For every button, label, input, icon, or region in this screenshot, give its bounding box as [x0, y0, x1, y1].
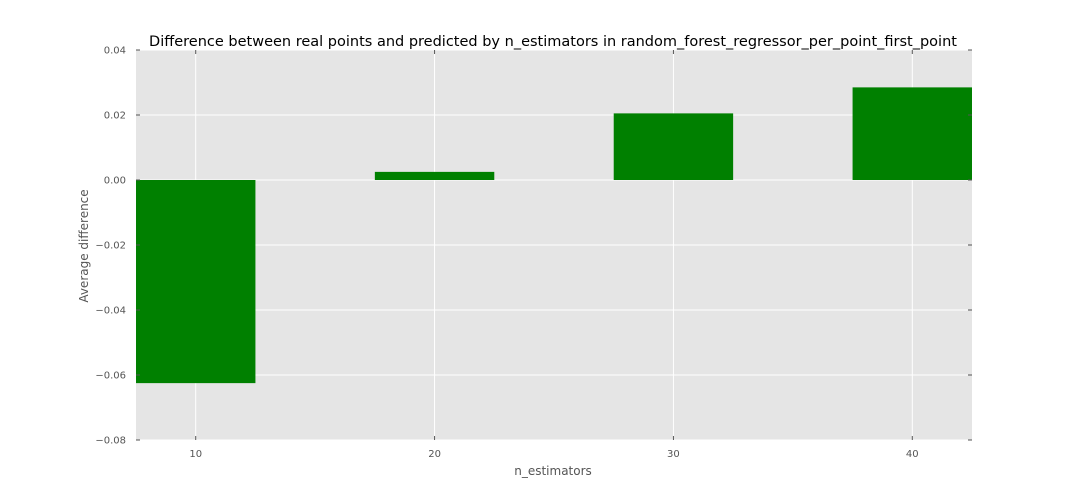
- y-tick-label: −0.02: [95, 241, 126, 252]
- x-tick-label: 10: [189, 449, 202, 460]
- bar-n-estimators-30: [613, 113, 734, 180]
- x-tick-label: 20: [428, 449, 441, 460]
- bar-n-estimators-40: [852, 87, 972, 180]
- axis-ticks: [136, 49, 972, 441]
- y-tick-label: −0.06: [95, 371, 126, 382]
- y-tick-labels: −0.08 −0.06 −0.04 −0.02 0.00 0.02 0.04: [95, 46, 126, 447]
- y-tick-label: 0.02: [104, 111, 126, 122]
- bar-n-estimators-20: [374, 171, 495, 180]
- y-tick-label: 0.00: [104, 176, 126, 187]
- chart-title: Difference between real points and predi…: [149, 34, 957, 50]
- y-tick-label: −0.04: [95, 306, 126, 317]
- bars: [136, 87, 972, 384]
- y-tick-label: −0.08: [95, 436, 126, 447]
- x-tick-label: 40: [906, 449, 919, 460]
- x-axis-label: n_estimators: [514, 464, 592, 478]
- y-axis-label: Average difference: [77, 189, 91, 302]
- bar-n-estimators-10: [136, 180, 256, 384]
- y-tick-label: 0.04: [104, 46, 126, 57]
- x-tick-labels: 10 20 30 40: [189, 449, 918, 460]
- x-tick-label: 30: [667, 449, 680, 460]
